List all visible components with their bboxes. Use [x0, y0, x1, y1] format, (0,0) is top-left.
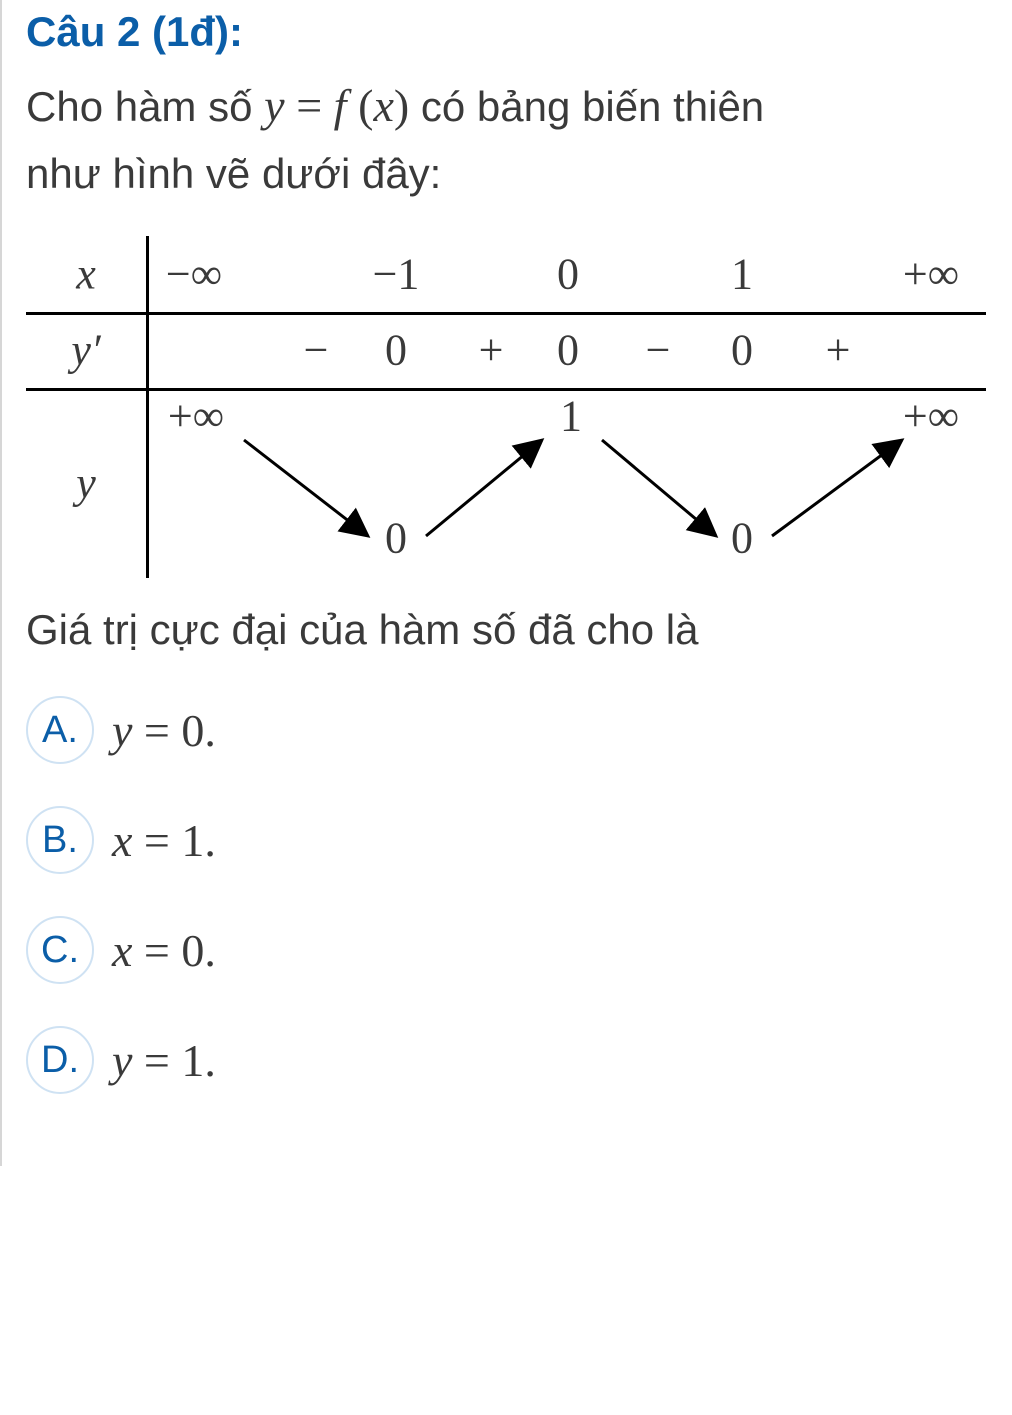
stem-math-f: f [334, 80, 347, 131]
question-title: Câu 2 (1đ): [26, 8, 994, 56]
choice-bubble[interactable]: A. [26, 696, 94, 764]
choice-A[interactable]: A. y = 0. [26, 696, 994, 764]
stem-math-y: y [264, 80, 284, 131]
variation-arrows [26, 236, 986, 578]
choice-var: y [112, 1035, 132, 1086]
choice-B[interactable]: B. x = 1. [26, 806, 994, 874]
choice-bubble[interactable]: C. [26, 916, 94, 984]
choice-val: 1 [181, 815, 204, 866]
stem-math-paren-open: ( [358, 80, 373, 131]
choice-bubble[interactable]: D. [26, 1026, 94, 1094]
stem-text-1: Cho hàm số [26, 83, 264, 130]
choice-D[interactable]: D. y = 1. [26, 1026, 994, 1094]
stem-math-paren-close: ) [394, 80, 409, 131]
choice-expression: y = 1. [112, 1033, 216, 1087]
choice-expression: x = 1. [112, 813, 216, 867]
choice-C[interactable]: C. x = 0. [26, 916, 994, 984]
choice-dot: . [204, 925, 216, 976]
choice-expression: y = 0. [112, 703, 216, 757]
stem-text-3: như hình vẽ dưới đây: [26, 150, 441, 197]
choice-var: x [112, 925, 132, 976]
choice-var: y [112, 705, 132, 756]
question-stem: Cho hàm số y = f (x) có bảng biến thiên … [26, 70, 994, 206]
question-container: Câu 2 (1đ): Cho hàm số y = f (x) có bảng… [0, 0, 1012, 1166]
stem-math-eq: = [296, 80, 333, 131]
choice-eq: = [132, 705, 181, 756]
choice-dot: . [204, 1035, 216, 1086]
question-prompt: Giá trị cực đại của hàm số đã cho là [26, 606, 994, 654]
choice-expression: x = 0. [112, 923, 216, 977]
choice-val: 0 [181, 925, 204, 976]
variation-table: x −∞ −1 0 1 +∞ y′ − 0 + 0 − 0 + y +∞ 0 1… [26, 236, 994, 578]
choice-eq: = [132, 815, 181, 866]
stem-text-2: có bảng biến thiên [421, 83, 764, 130]
choice-eq: = [132, 1035, 181, 1086]
choice-var: x [112, 815, 132, 866]
stem-math-x: x [373, 80, 393, 131]
choice-eq: = [132, 925, 181, 976]
choice-bubble[interactable]: B. [26, 806, 94, 874]
choice-val: 1 [181, 1035, 204, 1086]
choice-dot: . [204, 705, 216, 756]
choice-val: 0 [181, 705, 204, 756]
choice-dot: . [204, 815, 216, 866]
answer-choices: A. y = 0. B. x = 1. C. x = 0. D. y = 1. [26, 696, 994, 1094]
